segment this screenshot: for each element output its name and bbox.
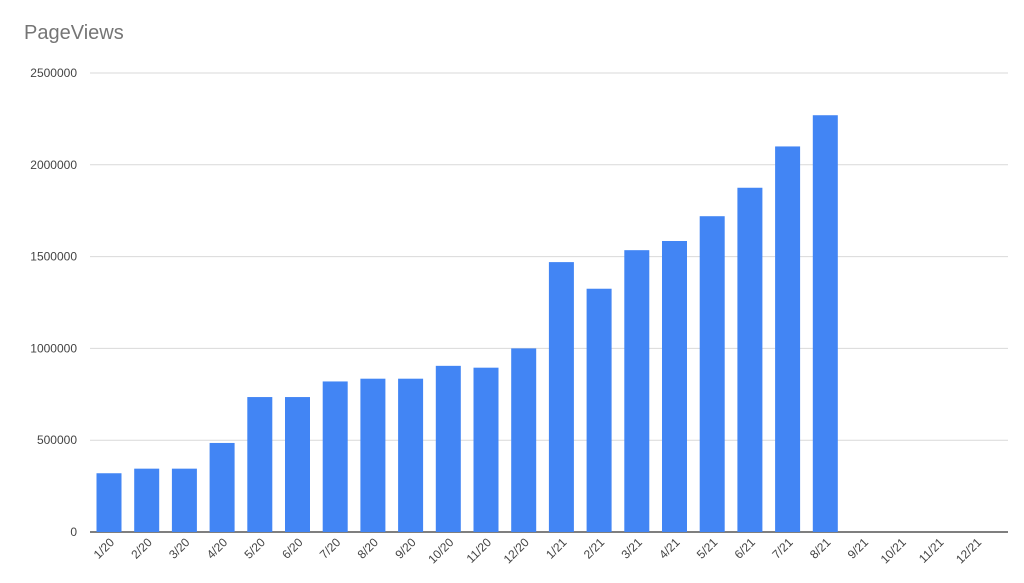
y-tick-label: 2500000 [30,66,77,80]
x-tick-label: 5/20 [242,535,269,562]
x-tick-label: 9/21 [845,535,872,562]
y-tick-label: 1000000 [30,341,77,355]
bar-3-20 [171,468,197,532]
bar-10-20 [435,365,461,532]
y-tick-label: 500000 [37,433,77,447]
x-tick-label: 3/20 [166,535,193,562]
bars-layer [96,115,838,532]
y-axis-ticks: 0 500000 1000000 1500000 2000000 2500000 [30,66,77,539]
y-tick-label: 1500000 [30,250,77,264]
x-tick-label: 1/20 [91,535,118,562]
bar-7-20 [322,381,348,532]
x-tick-label: 3/21 [619,535,646,562]
x-tick-label: 8/20 [355,535,382,562]
x-tick-label: 11/21 [916,535,947,566]
x-tick-label: 4/21 [656,535,683,562]
bar-4-20 [209,442,235,532]
x-tick-label: 6/20 [279,535,306,562]
x-tick-label: 7/21 [769,535,796,562]
x-tick-label: 10/21 [878,535,909,566]
bar-7-21 [775,146,801,532]
x-tick-label: 2/21 [581,535,608,562]
x-tick-label: 9/20 [392,535,419,562]
bar-2-20 [134,468,160,532]
bar-11-20 [473,367,499,532]
y-tick-label: 2000000 [30,158,77,172]
x-tick-label: 10/20 [425,535,456,566]
chart-title: PageViews [24,22,124,44]
bar-3-21 [624,250,650,532]
x-tick-label: 4/20 [204,535,231,562]
bar-1-21 [548,262,574,532]
x-tick-label: 5/21 [694,535,721,562]
x-tick-label: 8/21 [807,535,834,562]
bar-5-20 [247,397,273,532]
bar-5-21 [699,216,725,532]
y-tick-label: 0 [70,525,77,539]
bar-8-21 [812,115,838,532]
bar-6-20 [285,397,310,532]
x-tick-label: 12/21 [953,535,984,566]
x-tick-label: 1/21 [543,535,570,562]
bar-2-21 [586,288,612,532]
bar-6-21 [737,187,763,532]
bar-8-20 [360,378,386,532]
bar-9-20 [398,378,424,532]
x-tick-label: 2/20 [128,535,155,562]
bar-1-20 [96,473,122,532]
x-tick-label: 12/20 [501,535,532,566]
bar-4-21 [662,240,687,532]
x-tick-label: 6/21 [732,535,759,562]
x-tick-label: 7/20 [317,535,344,562]
x-tick-label: 11/20 [464,535,495,566]
x-axis-ticks: 1/20 2/20 3/20 4/20 5/20 6/20 7/20 8/20 9/20 10/2… [91,535,985,566]
bar-12-20 [511,348,537,532]
